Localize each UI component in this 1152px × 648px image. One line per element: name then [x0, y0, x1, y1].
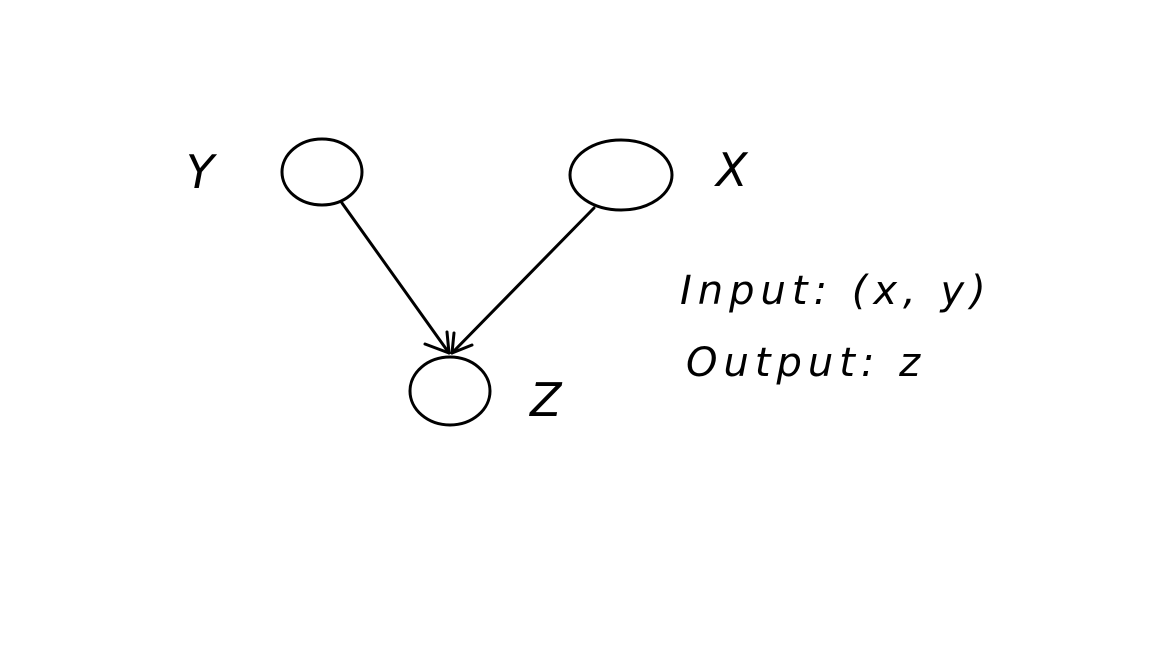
edge-y-to-z — [340, 201, 451, 355]
output-note: Output: z — [686, 340, 926, 386]
node-x-circle — [568, 138, 674, 212]
node-y-circle — [280, 137, 364, 207]
node-y-label: Y — [186, 145, 218, 199]
node-z-circle — [408, 355, 492, 427]
edge-x-to-z-line — [450, 206, 596, 355]
edge-y-to-z-arrowhead — [423, 330, 451, 355]
input-note: Input: (x, y) — [680, 268, 992, 314]
edge-y-to-z-line — [340, 201, 451, 355]
edge-x-to-z-arrowhead — [450, 331, 474, 355]
edge-x-to-z — [450, 206, 596, 355]
node-x-label: X — [714, 143, 749, 197]
node-z-label: Z — [528, 373, 563, 427]
